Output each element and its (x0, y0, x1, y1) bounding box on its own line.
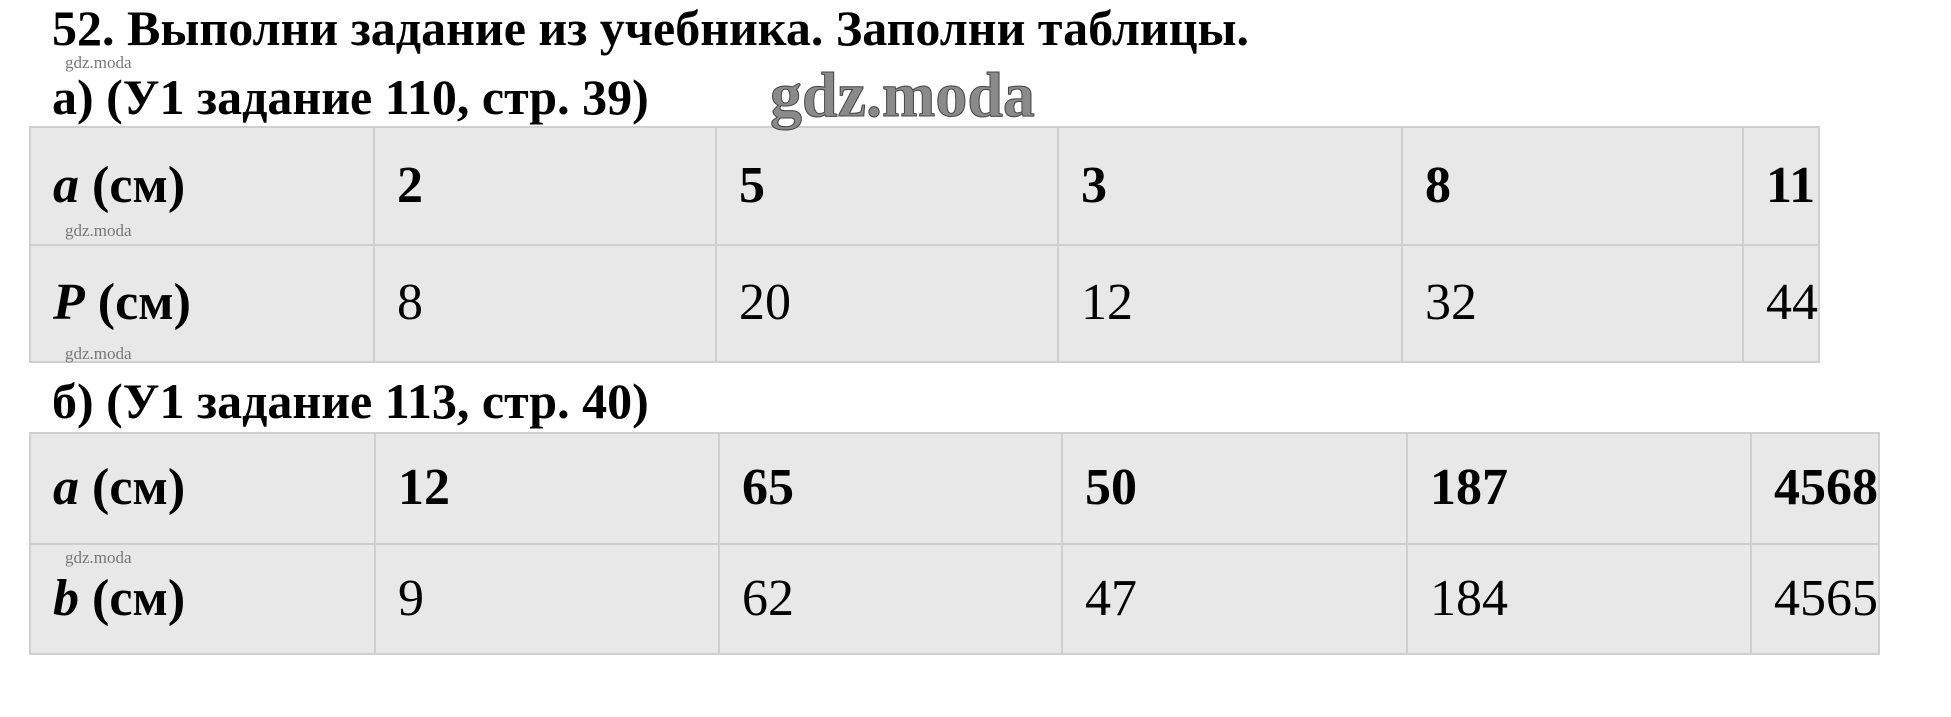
table-cell: 20 (715, 243, 1059, 363)
table-cell: 65 (718, 432, 1063, 545)
table-cell: 12 (1057, 243, 1403, 363)
row-label: a (см) (29, 126, 375, 246)
table-row: P (см) 8 20 12 32 44 (29, 243, 1820, 363)
table-cell: 11 (1742, 126, 1820, 246)
table-cell: 184 (1406, 542, 1752, 655)
watermark-small: gdz.moda (65, 344, 132, 363)
table-row: a (см) 12 65 50 187 4568 (29, 432, 1880, 545)
table-cell: 47 (1061, 542, 1408, 655)
table-cell: 50 (1061, 432, 1408, 545)
row-label: P (см) (29, 243, 375, 363)
table-cell: 12 (374, 432, 720, 545)
table-row: b (см) 9 62 47 184 4565 (29, 542, 1880, 655)
table-cell: 8 (1401, 126, 1744, 246)
table-a: a (см) 2 5 3 8 11 P (см) 8 20 12 32 44 (29, 126, 1820, 363)
table-cell: 4565 (1750, 542, 1880, 655)
table-cell: 62 (718, 542, 1063, 655)
table-cell: 32 (1401, 243, 1744, 363)
table-cell: 3 (1057, 126, 1403, 246)
watermark-logo: gdz.moda (770, 59, 1036, 130)
exercise-title: 52. Выполни задание из учебника. Заполни… (52, 0, 1250, 56)
watermark-small: gdz.moda (65, 53, 132, 72)
table-cell: 5 (715, 126, 1059, 246)
watermark-small: gdz.moda (65, 548, 132, 567)
section-b-heading: б) (У1 задание 113, стр. 40) (52, 373, 649, 429)
row-label: b (см) (29, 542, 376, 655)
watermark-small: gdz.moda (65, 221, 132, 240)
table-cell: 187 (1406, 432, 1752, 545)
table-cell: 9 (374, 542, 720, 655)
table-cell: 8 (373, 243, 717, 363)
table-cell: 4568 (1750, 432, 1880, 545)
row-label: a (см) (29, 432, 376, 545)
table-row: a (см) 2 5 3 8 11 (29, 126, 1820, 246)
table-cell: 2 (373, 126, 717, 246)
section-a-heading: а) (У1 задание 110, стр. 39) (52, 69, 649, 125)
table-cell: 44 (1742, 243, 1820, 363)
table-b: a (см) 12 65 50 187 4568 b (см) 9 62 47 … (29, 432, 1880, 655)
